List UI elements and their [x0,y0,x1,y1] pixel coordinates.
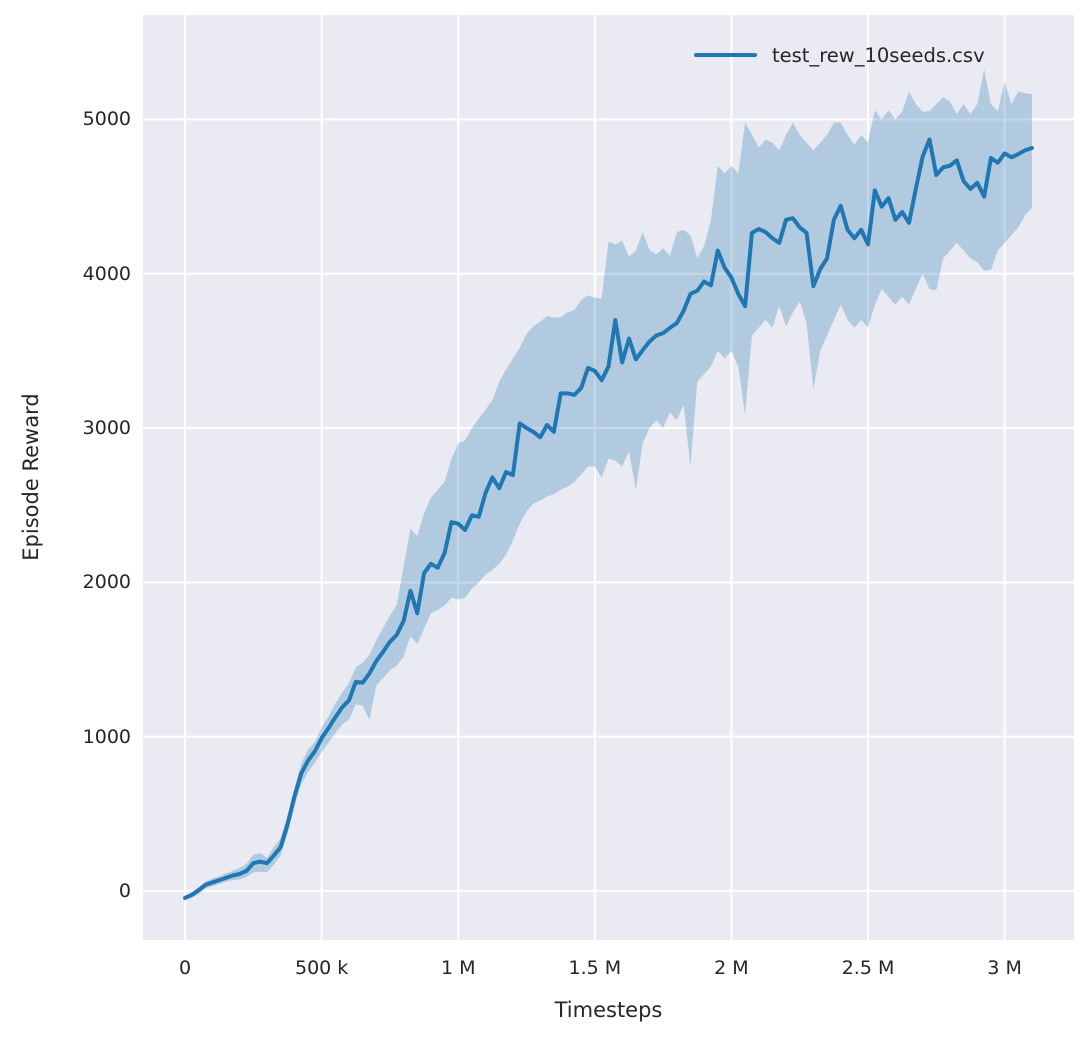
y-tick-label: 5000 [82,108,131,131]
legend: test_rew_10seeds.csv [694,41,985,69]
x-tick-label: 500 k [295,957,349,979]
y-axis-title: Episode Reward [19,393,43,561]
confidence-band [185,69,1032,900]
y-tick-label: 1000 [82,725,131,748]
x-tick-label: 2 M [714,957,749,979]
x-tick-label: 1 M [440,957,476,979]
x-tick-label: 0 [179,957,192,979]
series-line [183,137,1034,900]
y-tick-label: 0 [118,879,131,902]
x-tick-label: 2.5 M [841,957,895,979]
y-tick-label: 2000 [82,571,131,594]
legend-label: test_rew_10seeds.csv [772,43,985,67]
legend-line-swatch [694,53,757,57]
x-tick-label: 1.5 M [568,957,622,979]
x-axis-title: Timesteps [554,998,663,1022]
x-tick-label: 3 M [987,957,1022,979]
y-tick-label: 3000 [82,417,131,440]
y-tick-label: 4000 [82,262,131,285]
